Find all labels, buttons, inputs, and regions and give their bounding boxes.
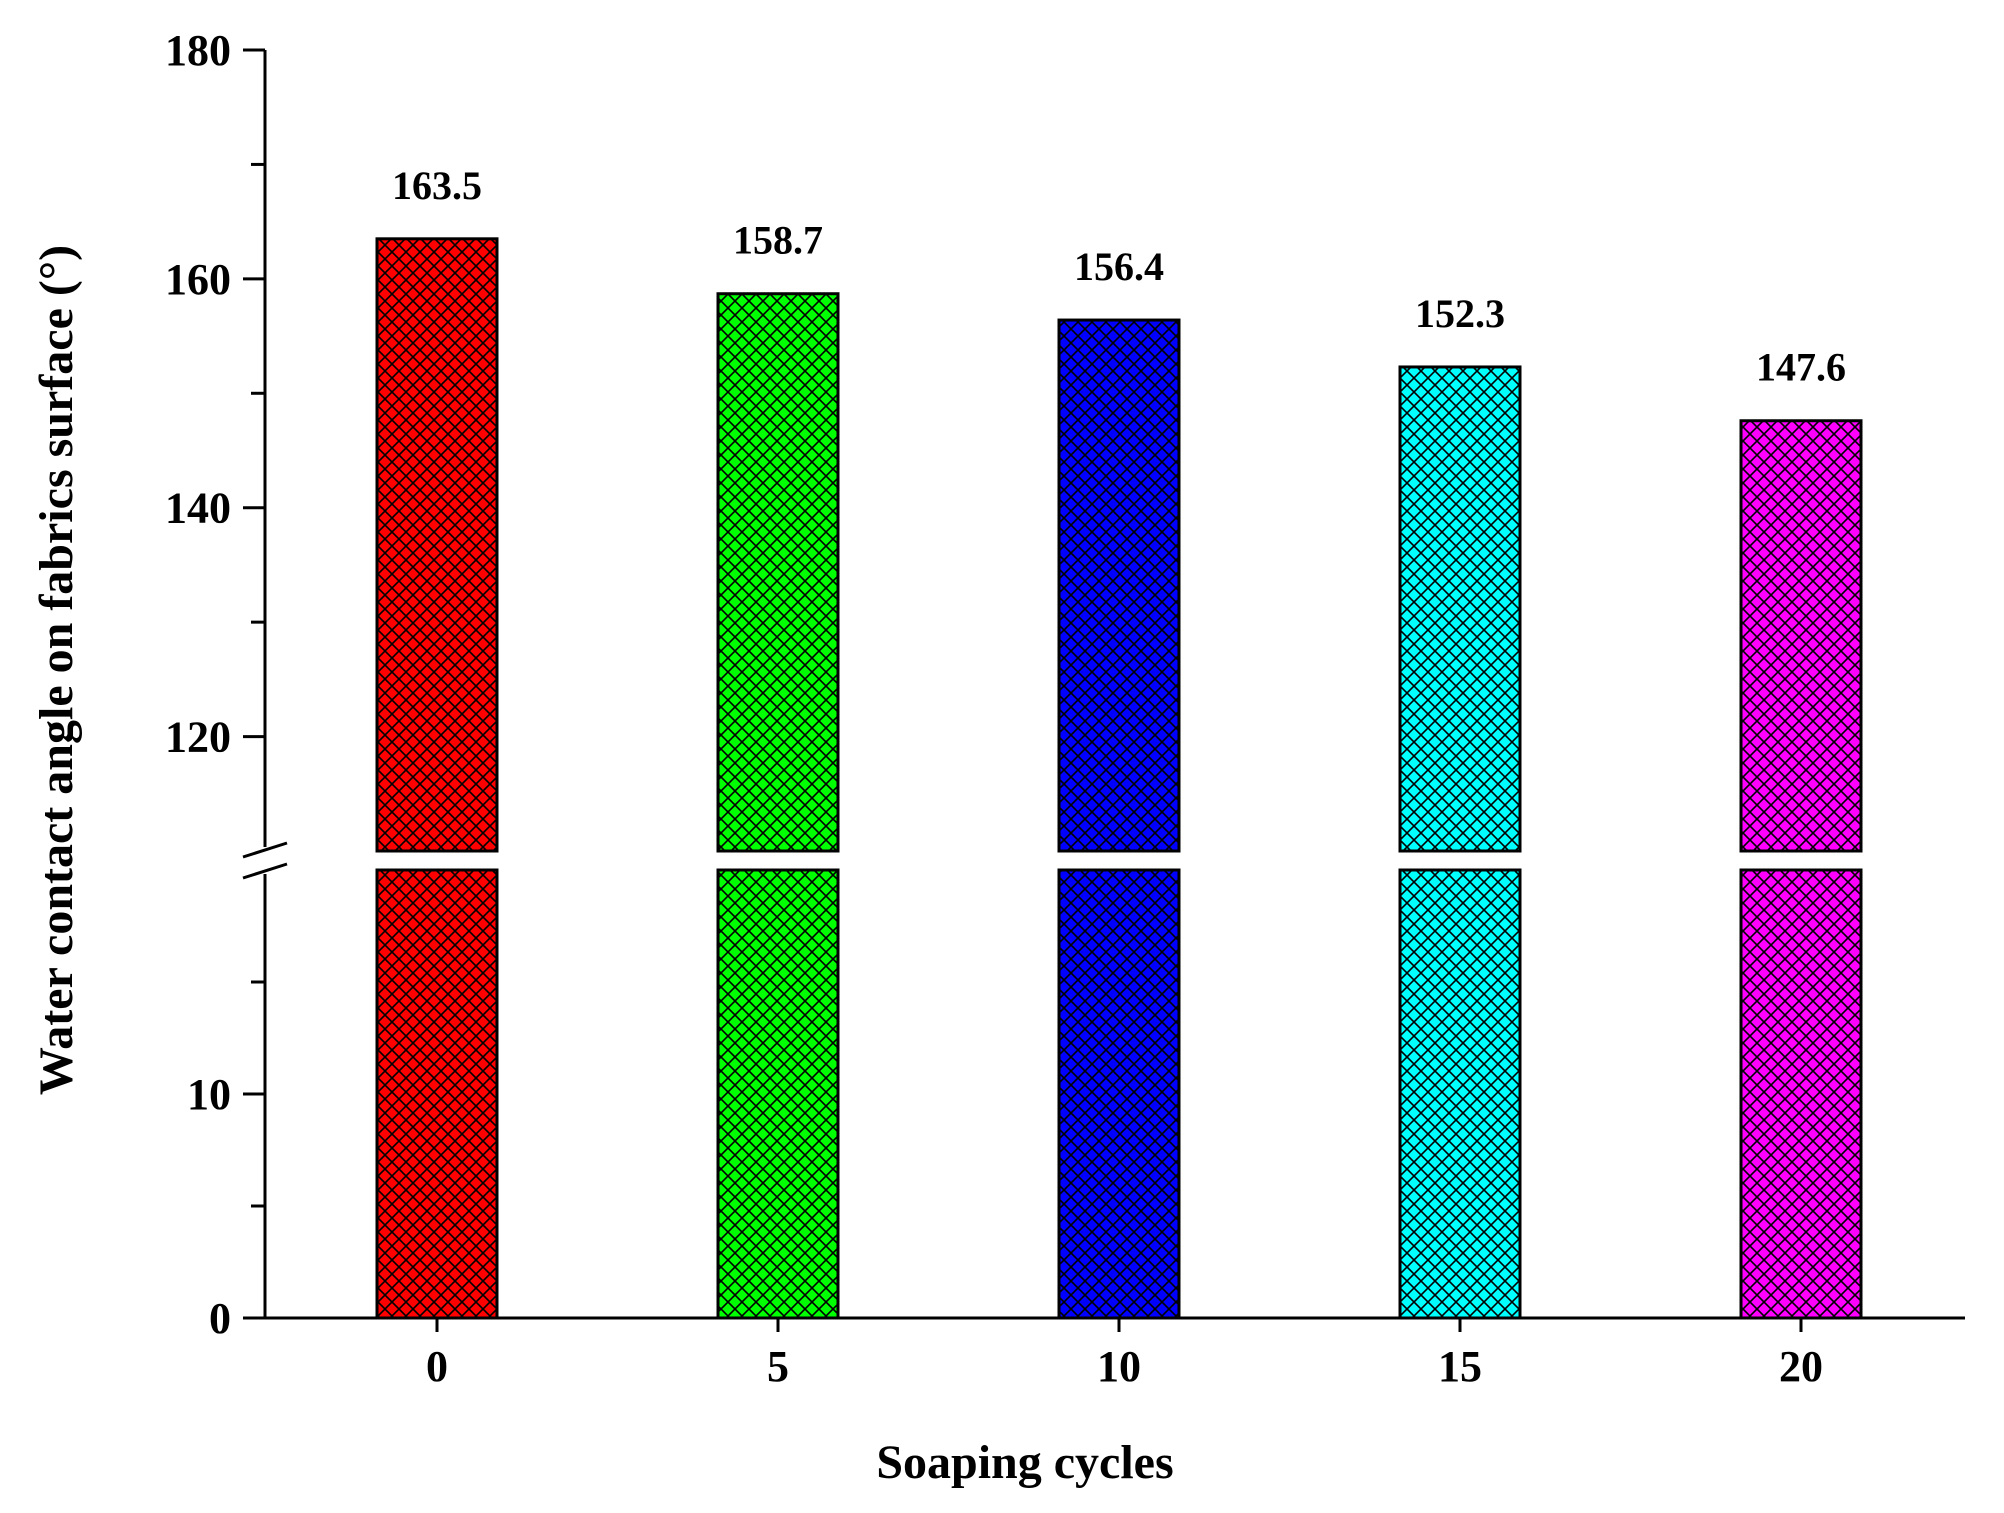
bar-outline-upper xyxy=(1057,318,1181,853)
x-tick-label: 0 xyxy=(426,1342,448,1391)
bar-outline-upper xyxy=(1398,365,1522,853)
bar-hatch-upper xyxy=(1400,366,1520,851)
bar-hatch-lower xyxy=(1741,870,1861,1318)
x-tick-label: 15 xyxy=(1438,1342,1482,1391)
y-tick-label: 180 xyxy=(165,26,231,75)
data-label: 152.3 xyxy=(1415,291,1505,336)
bar-hatch-lower xyxy=(1059,870,1179,1318)
data-label: 156.4 xyxy=(1074,244,1164,289)
bar-0 xyxy=(375,237,499,1320)
x-tick-label: 5 xyxy=(767,1342,789,1391)
x-tick-label: 20 xyxy=(1779,1342,1823,1391)
bar-hatch-lower xyxy=(1400,870,1520,1318)
y-tick-label: 140 xyxy=(165,484,231,533)
bar-hatch-lower xyxy=(377,870,497,1318)
bar-hatch-upper xyxy=(718,293,838,851)
axes xyxy=(242,48,1965,1332)
bar-hatch-upper xyxy=(1741,420,1861,851)
x-axis-title: Soaping cycles xyxy=(876,1436,1173,1489)
axis-break-mark xyxy=(242,862,288,880)
y-tick-label: 0 xyxy=(209,1294,231,1343)
bars xyxy=(375,237,1863,1320)
y-tick-label: 10 xyxy=(187,1070,231,1119)
data-label: 163.5 xyxy=(392,163,482,208)
data-label: 147.6 xyxy=(1756,345,1846,390)
y-tick-label: 160 xyxy=(165,255,231,304)
data-label: 158.7 xyxy=(733,218,823,263)
bar-hatch-upper xyxy=(1059,320,1179,852)
bar-outline-upper xyxy=(375,237,499,853)
bar-outline-upper xyxy=(716,292,840,853)
x-tick-label: 10 xyxy=(1097,1342,1141,1391)
axis-break-mark xyxy=(242,841,288,859)
bar-outline-upper xyxy=(1739,419,1863,853)
bar-15 xyxy=(1398,365,1522,1320)
y-tick-label: 120 xyxy=(165,713,231,762)
bar-10 xyxy=(1057,318,1181,1320)
bar-hatch-upper xyxy=(377,238,497,852)
labels: 163.5 0 158.7 5 156.4 10 152.3 15 147.6 20 0 10 120 1… xyxy=(30,26,1846,1489)
bar-20 xyxy=(1739,419,1863,1320)
bar-hatch-lower xyxy=(718,870,838,1318)
bar-5 xyxy=(716,292,840,1320)
y-axis-title: Water contact angle on fabrics surface (… xyxy=(30,245,83,1095)
